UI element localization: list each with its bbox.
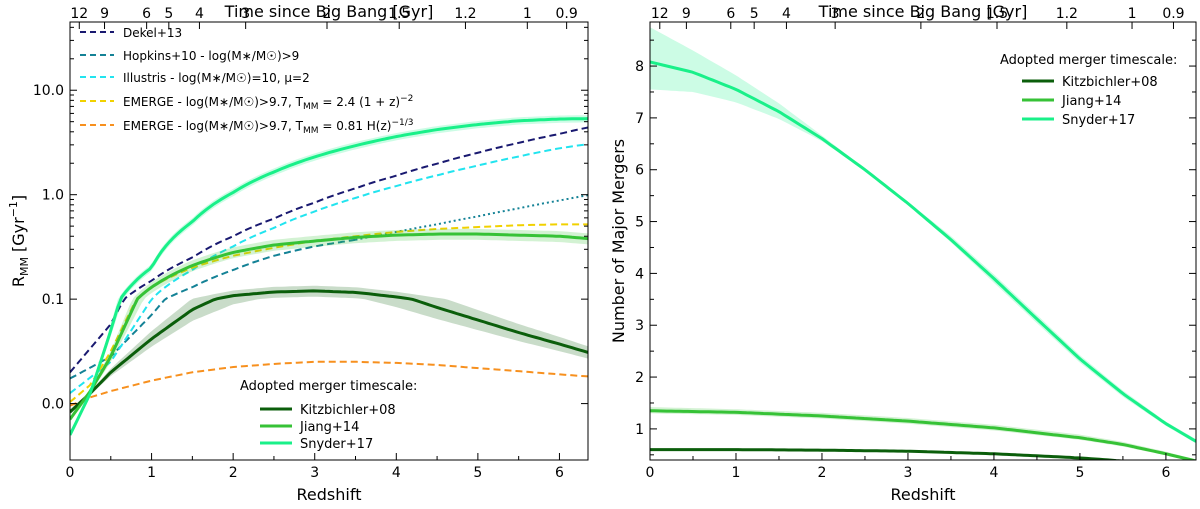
right-top-tick-label: 2 [916, 6, 925, 22]
right-y-tick-label: 8 [635, 59, 644, 75]
right-y-tick-label: 5 [635, 215, 644, 231]
left-x-tick-label: 4 [392, 465, 401, 481]
right-top-tick-label: 6 [726, 6, 735, 22]
right-legend-label-kitzbichler: Kitzbichler+08 [1062, 75, 1158, 90]
left-x-tick-label: 6 [555, 465, 564, 481]
left-y-axis-label: RMM [Gyr−1] [7, 195, 31, 287]
left-y-tick-label: 0.1 [42, 292, 64, 308]
left-legend-upper: Dekel+13 Hopkins+10 - log(M∗/M☉)>9 Illus… [80, 26, 413, 136]
right-top-tick-label: 1.2 [1056, 6, 1078, 22]
left-legend-lower-title: Adopted merger timescale: [240, 379, 417, 394]
left-x-axis-label: Redshift [297, 485, 362, 504]
right-y-tick-label: 3 [635, 318, 644, 334]
legend-label-jiang: Jiang+14 [299, 420, 359, 435]
series-line-illustris [70, 143, 588, 394]
series-line-emerge-t-mm-2-4-1-z-2 [70, 223, 588, 403]
left-top-axis-label: Time since Big Bang [Gyr] [224, 2, 434, 21]
left-top-tick-label: 2 [323, 6, 332, 22]
left-y-tick-label: 0.0 [42, 397, 64, 413]
left-top-tick-label: 1.5 [388, 6, 410, 22]
left-top-tick-label: 12 [70, 6, 88, 22]
left-y-tick-label: 1.0 [42, 188, 64, 204]
left-top-tick-label: 0.9 [555, 6, 577, 22]
left-x-tick-label: 1 [147, 465, 156, 481]
right-y-tick-label: 2 [635, 370, 644, 386]
right-x-tick-label: 4 [989, 465, 998, 481]
left-top-tick-label: 1 [523, 6, 532, 22]
right-legend: Adopted merger timescale: Kitzbichler+08… [1000, 53, 1177, 128]
right-top-tick-label: 5 [750, 6, 759, 22]
right-band-jiang-14 [650, 407, 1196, 460]
series-line-emerge-t-mm-0-81-h-z-1-3 [70, 360, 588, 407]
right-y-tick-label: 6 [635, 163, 644, 179]
legend-label-kitzbichler: Kitzbichler+08 [300, 403, 396, 418]
left-ticks: 0 1 2 3 4 5 612 9 6 5 4 3 2 1.5 1.2 1 0.90.00.11.010.0 [33, 6, 588, 481]
right-x-tick-label: 2 [818, 465, 827, 481]
legend-label-snyder: Snyder+17 [300, 437, 373, 452]
right-top-tick-label: 1 [1128, 6, 1137, 22]
right-top-axis-label: Time since Big Bang [Gyr] [818, 2, 1028, 21]
right-top-tick-label: 4 [782, 6, 791, 22]
left-frame [69, 21, 589, 461]
series-line-snyder-17 [70, 117, 588, 436]
right-y-tick-label: 1 [635, 422, 644, 438]
right-x-axis-label: Redshift [891, 485, 956, 504]
right-x-tick-label: 5 [1075, 465, 1084, 481]
right-x-tick-label: 3 [903, 465, 912, 481]
left-plot-area [70, 115, 588, 438]
right-y-tick-label: 7 [635, 111, 644, 127]
left-x-tick-label: 5 [473, 465, 482, 481]
legend-label-illustris: Illustris - log(M∗/M☉)=10, μ=2 [123, 71, 310, 85]
legend-label-emerge1: EMERGE - log(M∗/M☉)>9.7, TMM = 2.4 (1 + … [123, 94, 413, 112]
left-legend-lower: Adopted merger timescale: Kitzbichler+08… [240, 379, 417, 452]
series-line-hopkins-10 [70, 238, 356, 380]
left-top-tick-label: 9 [100, 6, 109, 22]
series-line-jiang-14 [70, 232, 588, 421]
right-frame [649, 21, 1197, 461]
series-line-kitzbichler-08 [70, 289, 588, 414]
right-top-tick-label: 9 [682, 6, 691, 22]
left-x-tick-label: 0 [66, 465, 75, 481]
left-top-tick-label: 4 [195, 6, 204, 22]
right-y-tick-label: 4 [635, 266, 644, 282]
right-legend-label-snyder: Snyder+17 [1062, 113, 1135, 128]
left-x-tick-label: 2 [229, 465, 238, 481]
right-series-line-snyder-17 [650, 60, 1196, 443]
right-y-axis-label: Number of Major Mergers [609, 139, 628, 343]
right-legend-label-jiang: Jiang+14 [1061, 94, 1121, 109]
legend-label-hopkins: Hopkins+10 - log(M∗/M☉)>9 [123, 49, 299, 63]
legend-label-emerge2: EMERGE - log(M∗/M☉)>9.7, TMM = 0.81 H(z)… [123, 118, 413, 136]
right-top-tick-label: 1.5 [986, 6, 1008, 22]
left-x-tick-label: 3 [310, 465, 319, 481]
left-panel: 0 1 2 3 4 5 612 9 6 5 4 3 2 1.5 1.2 1 0.90.00.11.010.0 T… [7, 2, 589, 504]
right-x-tick-label: 0 [646, 465, 655, 481]
left-top-tick-label: 6 [142, 6, 151, 22]
left-top-tick-label: 3 [241, 6, 250, 22]
right-top-tick-label: 0.9 [1162, 6, 1184, 22]
series-line-dekel-13 [70, 126, 588, 373]
band-kitzbichler-08 [70, 285, 588, 415]
right-top-tick-label: 3 [831, 6, 840, 22]
right-series-line-jiang-14 [650, 409, 1196, 460]
right-x-tick-label: 1 [732, 465, 741, 481]
left-top-tick-label: 5 [164, 6, 173, 22]
right-x-tick-label: 6 [1161, 465, 1170, 481]
left-top-tick-label: 1.2 [454, 6, 476, 22]
right-top-tick-label: 12 [651, 6, 669, 22]
legend-label-dekel: Dekel+13 [123, 26, 182, 40]
right-legend-title: Adopted merger timescale: [1000, 53, 1177, 68]
left-y-tick-label: 10.0 [33, 83, 64, 99]
